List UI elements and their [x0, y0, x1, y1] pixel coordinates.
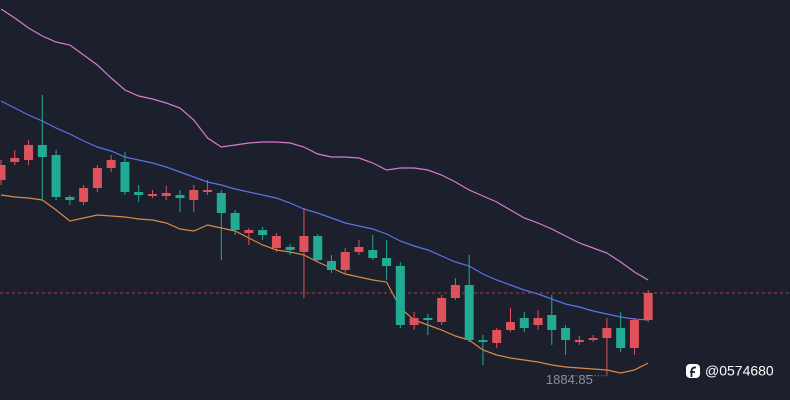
- candle-body: [10, 158, 20, 162]
- candle-body: [134, 192, 144, 195]
- candle-body: [574, 340, 584, 342]
- candle-body: [51, 155, 61, 197]
- candle-body: [464, 285, 474, 340]
- candle-body: [79, 188, 89, 202]
- candle-body: [271, 236, 281, 248]
- indicator-lines: [0, 8, 649, 374]
- candle-body: [629, 320, 639, 348]
- indicator-line: [0, 194, 649, 374]
- candle-body: [203, 190, 213, 192]
- candle-body: [147, 194, 157, 196]
- candle-body: [340, 252, 350, 270]
- candle-body: [519, 318, 529, 328]
- indicator-line: [0, 100, 649, 321]
- watermark-icon: [686, 364, 700, 378]
- candle-body: [313, 236, 323, 260]
- candle-body: [24, 145, 34, 160]
- candle-body: [437, 298, 447, 322]
- candle-body: [478, 340, 488, 342]
- candle-body: [547, 315, 557, 330]
- candle-body: [65, 197, 75, 200]
- watermark-text: @0574680: [705, 363, 774, 379]
- watermark-icon-glyph: [690, 366, 697, 377]
- candle-body: [450, 285, 460, 298]
- low-label: 1884.85: [546, 372, 593, 387]
- candles: 1884.85: [0, 95, 790, 387]
- candle-body: [368, 250, 378, 258]
- candle-body: [395, 266, 405, 325]
- candle-body: [175, 195, 185, 198]
- candle-body: [423, 318, 433, 320]
- candle-body: [409, 318, 419, 325]
- candle-body: [258, 230, 268, 235]
- watermark: @0574680: [686, 363, 774, 379]
- candle-body: [120, 162, 130, 192]
- candle-body: [216, 193, 226, 213]
- candle-body: [616, 328, 626, 348]
- candle-body: [602, 328, 612, 338]
- candle-body: [0, 165, 6, 180]
- candle-body: [492, 330, 502, 343]
- candle-body: [643, 293, 653, 320]
- candle-body: [561, 328, 571, 340]
- candle-body: [326, 261, 336, 270]
- candle-body: [505, 322, 515, 330]
- candle-body: [161, 193, 171, 196]
- candle-body: [106, 160, 116, 168]
- candle-body: [588, 338, 598, 340]
- candle-body: [382, 258, 392, 266]
- candle-body: [230, 213, 240, 230]
- candle-body: [533, 318, 543, 325]
- indicator-line: [0, 8, 649, 281]
- candle-body: [244, 230, 254, 233]
- candle-body: [285, 247, 295, 250]
- candle-body: [299, 236, 309, 252]
- candle-body: [354, 247, 364, 252]
- candle-body: [37, 145, 47, 157]
- candle-body: [92, 168, 102, 188]
- candle-body: [189, 190, 199, 200]
